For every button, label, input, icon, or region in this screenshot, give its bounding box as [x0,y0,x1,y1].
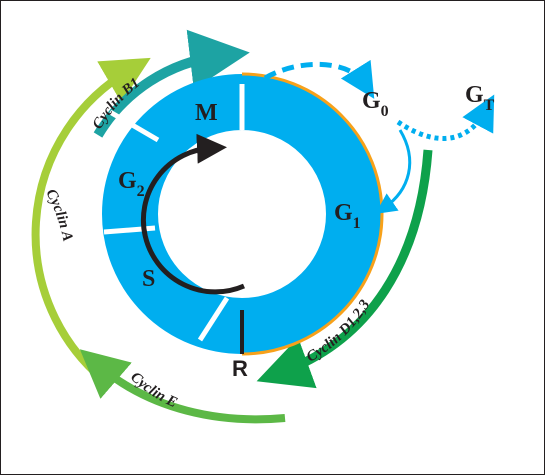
cyclin-a-arrow [31,57,151,389]
phase-label-m: M [195,100,218,126]
s-g1-divider [197,296,230,342]
cyclin-b1-arrow [93,29,250,138]
phase-label-s: S [142,266,155,292]
g0-to-g1-arrow [375,129,412,214]
cycle-direction-arrow [140,133,245,295]
g0-to-gt-arrow [396,94,495,141]
cyclin-e-arrow [79,349,286,424]
phase-label-g1: G1 [334,200,361,232]
cyclin-d-arrow [256,149,433,389]
phase-label-g0: G0 [362,88,389,120]
m-g2-divider [108,109,160,143]
phase-label-gt: GT [465,82,495,114]
cell-cycle-ring [102,72,384,356]
phase-label-g2: G2 [118,168,145,200]
g1-to-g0-arrow [263,59,375,99]
g2-s-divider [103,225,156,235]
cyclin-a-label: Cyclin A [42,187,75,243]
g1-edge [241,72,384,356]
restriction-point-label: R [232,356,248,381]
